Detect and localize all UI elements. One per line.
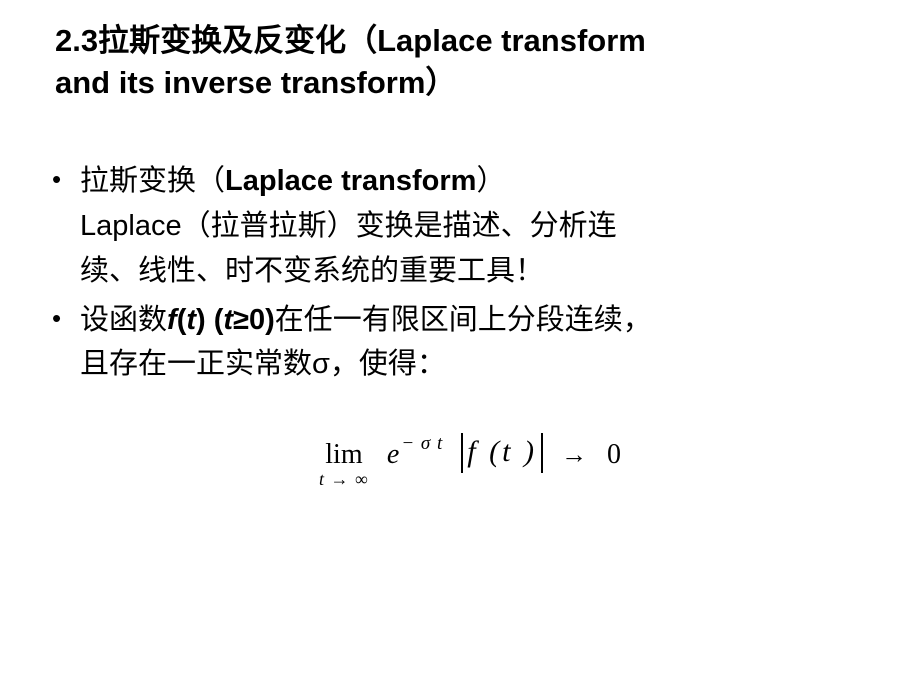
bullet1-body-cn1: （拉普拉斯）变换是描述、分析连 [182, 210, 617, 242]
bullet-2-text: 设函数f(t) (t≥0)在任一有限区间上分段连续，且存在一正实常数σ，使得： [80, 298, 860, 388]
bullet1-en: Laplace transform [225, 165, 476, 197]
bullet2-line2: 且存在一正实常数σ，使得： [80, 348, 446, 380]
limit-value: 0 [607, 439, 621, 471]
title-cn-suffix: ） [425, 65, 456, 100]
equation-block: lim t → ∞ e− σ t f (t ) → 0 [80, 427, 860, 478]
bullet-1-body: Laplace（拉普拉斯）变换是描述、分析连续、线性、时不变系统的重要工具！ [80, 204, 860, 294]
e-exponent: − σ t [401, 433, 443, 454]
func-paren1: ( [177, 304, 187, 336]
slide: 2.3拉斯变换及反变化（Laplace transform and its in… [0, 0, 920, 690]
lim-subscript: t → ∞ [319, 470, 369, 489]
lim-text: lim [325, 440, 362, 469]
lim-sub-t: t [319, 469, 325, 489]
bullet1-cn-suffix: ） [476, 165, 505, 197]
content-block: • 拉斯变换（Laplace transform） Laplace（拉普拉斯）变… [0, 159, 920, 479]
bullet-marker-icon: • [52, 159, 61, 199]
limit-operator: lim t → ∞ [319, 440, 369, 488]
bullet-item-2: • 设函数f(t) (t≥0)在任一有限区间上分段连续，且存在一正实常数σ，使得… [80, 298, 860, 388]
func-geq: ≥0) [233, 304, 275, 336]
abs-f: f [467, 435, 478, 468]
func-f: f [167, 304, 177, 336]
bullet-item-1: • 拉斯变换（Laplace transform） Laplace（拉普拉斯）变… [80, 159, 860, 294]
exp-minus: − [401, 433, 415, 454]
title-block: 2.3拉斯变换及反变化（Laplace transform and its in… [0, 20, 920, 104]
arrow-icon: → [561, 440, 589, 470]
e-base: e [387, 439, 399, 470]
bullet2-prefix: 设函数 [80, 304, 167, 336]
bullet-1-heading: 拉斯变换（Laplace transform） [80, 159, 860, 204]
title-cn-part1: 拉斯变换及反变化（ [98, 23, 377, 58]
abs-inner: f (t ) [463, 435, 541, 468]
exp-sigma: σ [421, 433, 431, 454]
abs-t: t [502, 435, 513, 468]
lim-sub-arrow: → [331, 469, 350, 489]
limit-equation: lim t → ∞ e− σ t f (t ) → 0 [319, 430, 621, 478]
abs-bar-right-icon [541, 433, 543, 473]
func-t: t [186, 304, 196, 336]
bullet1-cn-prefix: 拉斯变换（ [80, 165, 225, 197]
exponential-term: e− σ t [387, 439, 443, 471]
func-t2: t [223, 304, 233, 336]
lim-sub-inf: ∞ [355, 469, 369, 489]
bullet-marker-icon: • [52, 298, 61, 338]
bullet1-body-cn2: 续、线性、时不变系统的重要工具！ [80, 255, 544, 287]
title-en-part2: and its inverse transform [55, 65, 425, 100]
exp-t: t [437, 433, 443, 454]
bullet1-body-latin: Laplace [80, 210, 182, 242]
title-en-part1: Laplace transform [377, 23, 646, 58]
func-paren2: ) ( [196, 304, 223, 336]
abs-bar-left-icon [461, 433, 463, 473]
bullet2-mid: 在任一有限区间上分段连续， [275, 304, 652, 336]
title-section-number: 2.3 [55, 23, 98, 58]
slide-title: 2.3拉斯变换及反变化（Laplace transform and its in… [55, 20, 870, 104]
absolute-value-term: f (t ) [461, 435, 543, 475]
